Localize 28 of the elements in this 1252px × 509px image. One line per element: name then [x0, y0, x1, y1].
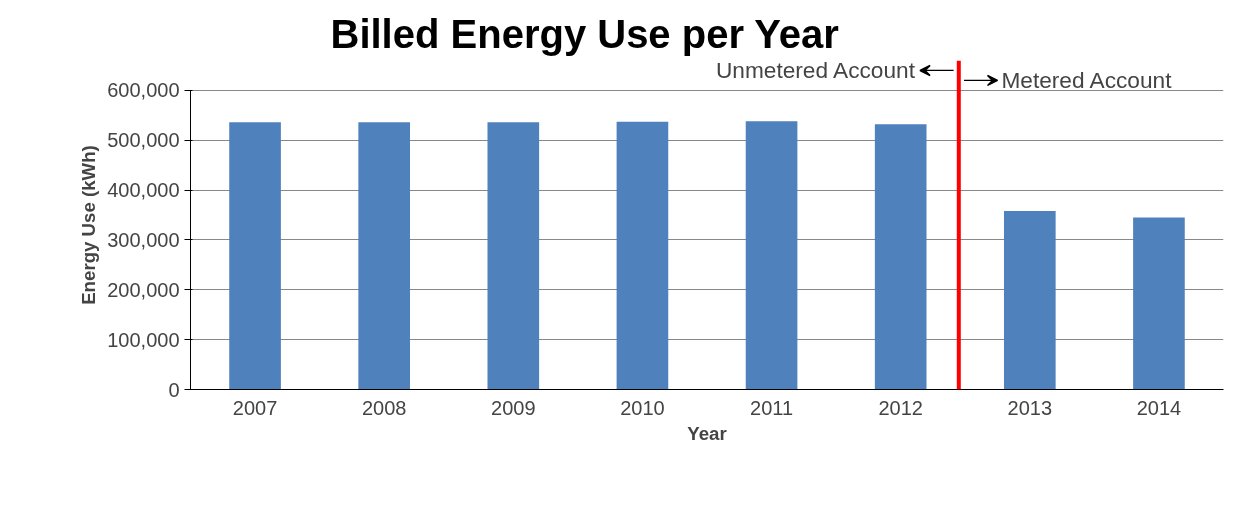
x-tick-label: 2013	[1007, 396, 1053, 419]
y-tick-label: 600,000	[107, 79, 180, 102]
bar	[229, 122, 281, 390]
x-axis-title: Year	[687, 422, 727, 444]
x-tick-label: 2012	[878, 396, 923, 419]
bar	[487, 122, 540, 390]
x-tick-label: 2014	[1136, 396, 1182, 419]
x-tick-label: 2011	[750, 396, 794, 419]
y-tick-label: 200,000	[107, 278, 180, 301]
y-tick-label: 0	[168, 378, 180, 401]
bar	[358, 122, 411, 390]
annotation: Unmetered Account	[715, 57, 916, 84]
x-tick-label: 2008	[361, 396, 407, 419]
y-axis-title: Energy Use (kWh)	[78, 145, 100, 305]
bar	[1133, 217, 1185, 390]
annotation: Metered Account	[1001, 67, 1173, 94]
y-tick-label: 400,000	[107, 179, 180, 202]
chart-title: Billed Energy Use per Year	[330, 11, 839, 56]
bar	[616, 121, 669, 390]
y-tick-label: 500,000	[107, 129, 180, 152]
x-tick-label: 2009	[491, 396, 536, 419]
bar	[745, 121, 798, 390]
x-tick-label: 2007	[232, 396, 278, 419]
y-tick-label: 100,000	[107, 328, 180, 351]
y-tick-label: 300,000	[107, 228, 180, 251]
x-tick-label: 2010	[620, 396, 665, 419]
bar	[874, 124, 927, 390]
bar	[1003, 211, 1056, 390]
